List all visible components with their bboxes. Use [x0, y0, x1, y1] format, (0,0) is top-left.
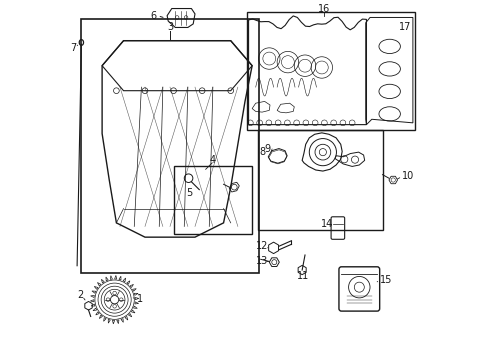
Text: 14: 14	[321, 219, 333, 229]
Bar	[258, 130, 383, 230]
Text: 6: 6	[150, 11, 156, 21]
Text: 5: 5	[187, 188, 193, 198]
Text: 17: 17	[399, 22, 411, 32]
Text: 3: 3	[167, 22, 173, 32]
Text: 2: 2	[77, 290, 83, 300]
Text: 7: 7	[70, 43, 76, 53]
Text: 9: 9	[265, 144, 270, 154]
Bar	[247, 12, 415, 130]
Text: 10: 10	[402, 171, 415, 181]
Text: 15: 15	[380, 275, 392, 285]
Bar	[81, 19, 259, 273]
Text: 16: 16	[318, 4, 330, 14]
Text: 11: 11	[297, 271, 309, 281]
Bar	[173, 166, 252, 234]
Text: 12: 12	[256, 241, 269, 251]
Text: 8: 8	[259, 147, 265, 157]
Text: 4: 4	[209, 156, 215, 165]
Text: 13: 13	[256, 256, 268, 266]
Text: 1: 1	[137, 294, 143, 304]
